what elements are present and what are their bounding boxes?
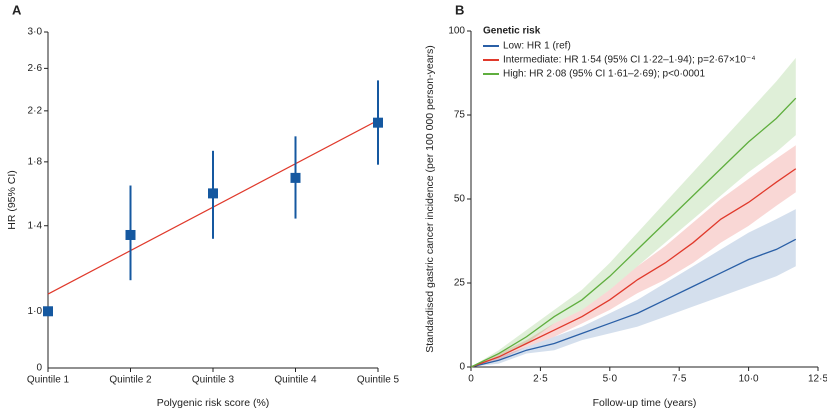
panel-label: B bbox=[455, 2, 464, 17]
line bbox=[470, 238, 797, 368]
y-tick-label: 2·6 bbox=[28, 63, 43, 74]
x-tick-label: 5·0 bbox=[603, 374, 618, 385]
point bbox=[373, 117, 383, 128]
x-tick-label: 0 bbox=[468, 374, 474, 385]
y-tick-label: 3·0 bbox=[28, 27, 43, 38]
x-axis-title: Follow-up time (years) bbox=[593, 397, 697, 409]
y-tick-label: 25 bbox=[454, 278, 466, 289]
y-tick-label: 0 bbox=[459, 362, 465, 373]
legend-title: Genetic risk bbox=[483, 26, 541, 37]
panel-label: A bbox=[12, 2, 22, 17]
x-tick-label: Quintile 2 bbox=[109, 375, 152, 386]
x-tick-label: 7·5 bbox=[672, 374, 687, 385]
y-tick-label: 2·2 bbox=[28, 105, 43, 116]
legend-label: Low: HR 1 (ref) bbox=[503, 41, 571, 52]
y-tick-label: 50 bbox=[454, 194, 466, 205]
y-tick-label: 75 bbox=[454, 110, 466, 121]
x-axis-title: Polygenic risk score (%) bbox=[157, 397, 270, 409]
x-tick-label: Quintile 1 bbox=[27, 375, 70, 386]
y-tick-label: 1·8 bbox=[28, 156, 43, 167]
x-tick-label: 10·0 bbox=[739, 374, 759, 385]
point bbox=[290, 172, 301, 183]
line bbox=[470, 168, 797, 368]
y-origin-label: 0 bbox=[36, 363, 42, 374]
x-tick-label: 12·5 bbox=[808, 374, 827, 385]
y-tick-label: 1·0 bbox=[28, 306, 43, 317]
y-axis-title: HR (95% CI) bbox=[6, 170, 18, 230]
y-axis-title: Standardised gastric cancer incidence (p… bbox=[424, 45, 436, 353]
x-tick-label: Quintile 3 bbox=[192, 375, 235, 386]
point bbox=[208, 188, 218, 199]
line bbox=[470, 97, 797, 368]
legend-label: High: HR 2·08 (95% CI 1·61–2·69); p<0·00… bbox=[503, 69, 705, 80]
ci-band bbox=[471, 209, 796, 367]
point bbox=[125, 229, 136, 240]
x-tick-label: Quintile 5 bbox=[357, 375, 400, 386]
y-tick-label: 100 bbox=[448, 26, 465, 37]
y-tick-label: 1·4 bbox=[28, 220, 43, 231]
x-tick-label: Quintile 4 bbox=[274, 375, 317, 386]
legend-label: Intermediate: HR 1·54 (95% CI 1·22–1·94)… bbox=[503, 55, 756, 66]
point bbox=[43, 306, 53, 317]
x-tick-label: 2·5 bbox=[533, 374, 548, 385]
